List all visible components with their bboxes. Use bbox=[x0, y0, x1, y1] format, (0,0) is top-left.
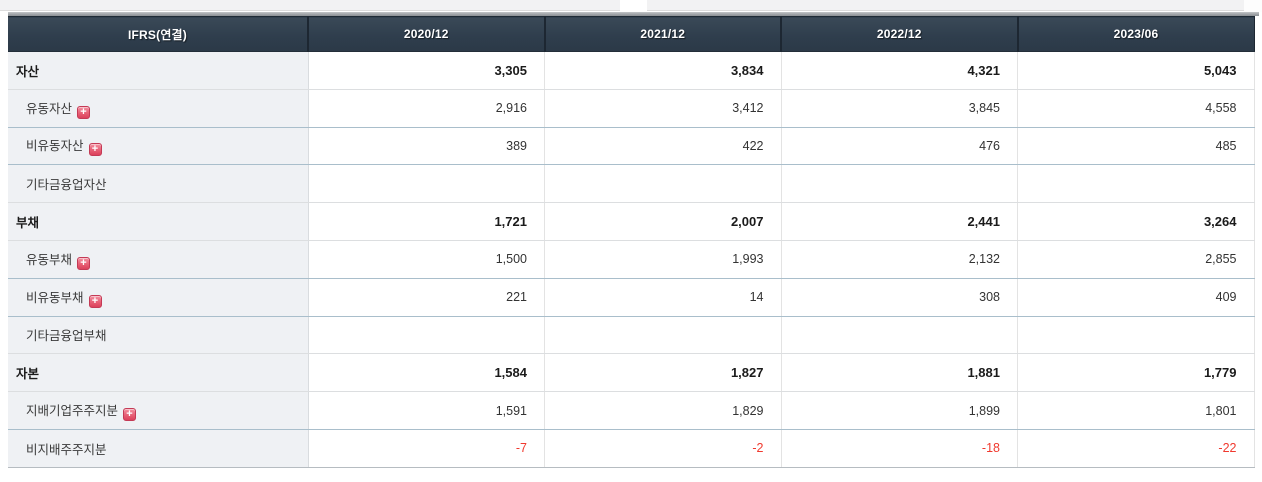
value-cell: 3,834 bbox=[544, 51, 782, 90]
row-label-liabilities: 부채 bbox=[8, 202, 309, 241]
strip-right-fade bbox=[1244, 0, 1262, 12]
value-cell bbox=[308, 316, 545, 355]
value-cell: 308 bbox=[781, 278, 1018, 317]
value-cell: 5,043 bbox=[1017, 51, 1255, 90]
table-row-current-liabilities: 유동부채 + 1,500 1,993 2,132 2,855 bbox=[8, 240, 1255, 279]
row-label-text: 기타금융업자산 bbox=[26, 178, 107, 193]
row-label-controlling-interest: 지배기업주주지분 + bbox=[8, 391, 309, 430]
value-cell bbox=[1017, 164, 1255, 204]
expand-plus-icon[interactable]: + bbox=[88, 143, 102, 157]
table-row-current-assets: 유동자산 + 2,916 3,412 3,845 4,558 bbox=[8, 89, 1255, 128]
value-cell: 1,899 bbox=[781, 391, 1018, 430]
row-label-text: 자산 bbox=[16, 64, 40, 79]
table-row-other-financial-assets: 기타금융업자산 bbox=[8, 164, 1255, 204]
row-label-noncurrent-liabilities: 비유동부채 + bbox=[8, 278, 309, 317]
active-tab-gap bbox=[620, 0, 647, 12]
value-cell: 1,591 bbox=[308, 391, 545, 430]
value-cell: 1,721 bbox=[308, 202, 545, 241]
row-label-equity: 자본 bbox=[8, 353, 309, 393]
value-cell: 3,412 bbox=[544, 89, 782, 128]
expand-plus-icon[interactable]: + bbox=[77, 105, 91, 119]
header-period-2022-12: 2022/12 bbox=[781, 16, 1019, 52]
row-label-current-assets: 유동자산 + bbox=[8, 89, 309, 128]
table-row-assets: 자산 3,305 3,834 4,321 5,043 bbox=[8, 51, 1255, 90]
balance-sheet-table: IFRS(연결) 2020/12 2021/12 2022/12 2023/06… bbox=[8, 16, 1255, 468]
row-label-text: 유동자산 bbox=[26, 101, 73, 116]
value-cell bbox=[781, 316, 1018, 355]
row-label-text: 비유동자산 bbox=[26, 139, 84, 154]
expand-plus-icon[interactable]: + bbox=[88, 294, 102, 308]
header-period-2020-12: 2020/12 bbox=[308, 16, 546, 52]
value-cell-negative: -18 bbox=[781, 429, 1018, 468]
table-row-liabilities: 부채 1,721 2,007 2,441 3,264 bbox=[8, 202, 1255, 241]
tab-bar-bottom-edge bbox=[0, 0, 1262, 12]
value-cell: 14 bbox=[544, 278, 782, 317]
value-cell: 1,993 bbox=[544, 240, 782, 279]
row-label-other-financial-liabilities: 기타금융업부채 bbox=[8, 316, 309, 355]
value-cell: 422 bbox=[544, 127, 782, 166]
value-cell: 1,829 bbox=[544, 391, 782, 430]
row-label-text: 부채 bbox=[16, 216, 40, 231]
row-label-text: 비유동부채 bbox=[26, 290, 84, 305]
header-period-2023-06: 2023/06 bbox=[1017, 16, 1255, 52]
table-row-controlling-interest: 지배기업주주지분 + 1,591 1,829 1,899 1,801 bbox=[8, 391, 1255, 430]
table-row-noncontrolling-interest: 비지배주주지분 -7 -2 -18 -22 bbox=[8, 429, 1255, 468]
table-header-row: IFRS(연결) 2020/12 2021/12 2022/12 2023/06 bbox=[8, 16, 1255, 52]
value-cell: 4,321 bbox=[781, 51, 1018, 90]
value-cell: 2,007 bbox=[544, 202, 782, 241]
row-label-noncurrent-assets: 비유동자산 + bbox=[8, 127, 309, 166]
value-cell-negative: -2 bbox=[544, 429, 782, 468]
value-cell: 476 bbox=[781, 127, 1018, 166]
row-label-other-financial-assets: 기타금융업자산 bbox=[8, 164, 309, 204]
value-cell bbox=[544, 316, 782, 355]
value-cell: 1,779 bbox=[1017, 353, 1255, 393]
value-cell: 2,132 bbox=[781, 240, 1018, 279]
table-row-equity: 자본 1,584 1,827 1,881 1,779 bbox=[8, 353, 1255, 393]
value-cell: 4,558 bbox=[1017, 89, 1255, 128]
table-row-noncurrent-assets: 비유동자산 + 389 422 476 485 bbox=[8, 127, 1255, 166]
row-label-text: 비지배주주지분 bbox=[26, 442, 107, 457]
expand-plus-icon[interactable]: + bbox=[77, 256, 91, 270]
value-cell bbox=[1017, 316, 1255, 355]
expand-plus-icon[interactable]: + bbox=[123, 408, 137, 422]
value-cell bbox=[544, 164, 782, 204]
row-label-noncontrolling-interest: 비지배주주지분 bbox=[8, 429, 309, 468]
row-label-current-liabilities: 유동부채 + bbox=[8, 240, 309, 279]
value-cell: 409 bbox=[1017, 278, 1255, 317]
value-cell: 1,881 bbox=[781, 353, 1018, 393]
row-label-text: 유동부채 bbox=[26, 252, 73, 267]
value-cell-negative: -7 bbox=[308, 429, 545, 468]
table-row-other-financial-liabilities: 기타금융업부채 bbox=[8, 316, 1255, 355]
value-cell: 2,855 bbox=[1017, 240, 1255, 279]
value-cell-negative: -22 bbox=[1017, 429, 1255, 468]
value-cell: 3,845 bbox=[781, 89, 1018, 128]
value-cell bbox=[781, 164, 1018, 204]
value-cell: 1,500 bbox=[308, 240, 545, 279]
value-cell: 389 bbox=[308, 127, 545, 166]
value-cell: 485 bbox=[1017, 127, 1255, 166]
row-label-text: 지배기업주주지분 bbox=[26, 404, 119, 419]
table-row-noncurrent-liabilities: 비유동부채 + 221 14 308 409 bbox=[8, 278, 1255, 317]
value-cell: 1,827 bbox=[544, 353, 782, 393]
panel-divider-bar bbox=[8, 12, 1259, 16]
header-ifrs-consolidated: IFRS(연결) bbox=[8, 16, 309, 52]
value-cell: 2,916 bbox=[308, 89, 545, 128]
value-cell: 1,584 bbox=[308, 353, 545, 393]
value-cell: 3,305 bbox=[308, 51, 545, 90]
value-cell: 3,264 bbox=[1017, 202, 1255, 241]
value-cell: 2,441 bbox=[781, 202, 1018, 241]
header-period-2021-12: 2021/12 bbox=[544, 16, 782, 52]
value-cell bbox=[308, 164, 545, 204]
value-cell: 1,801 bbox=[1017, 391, 1255, 430]
value-cell: 221 bbox=[308, 278, 545, 317]
row-label-assets: 자산 bbox=[8, 51, 309, 90]
row-label-text: 기타금융업부채 bbox=[26, 329, 107, 344]
row-label-text: 자본 bbox=[16, 367, 40, 382]
